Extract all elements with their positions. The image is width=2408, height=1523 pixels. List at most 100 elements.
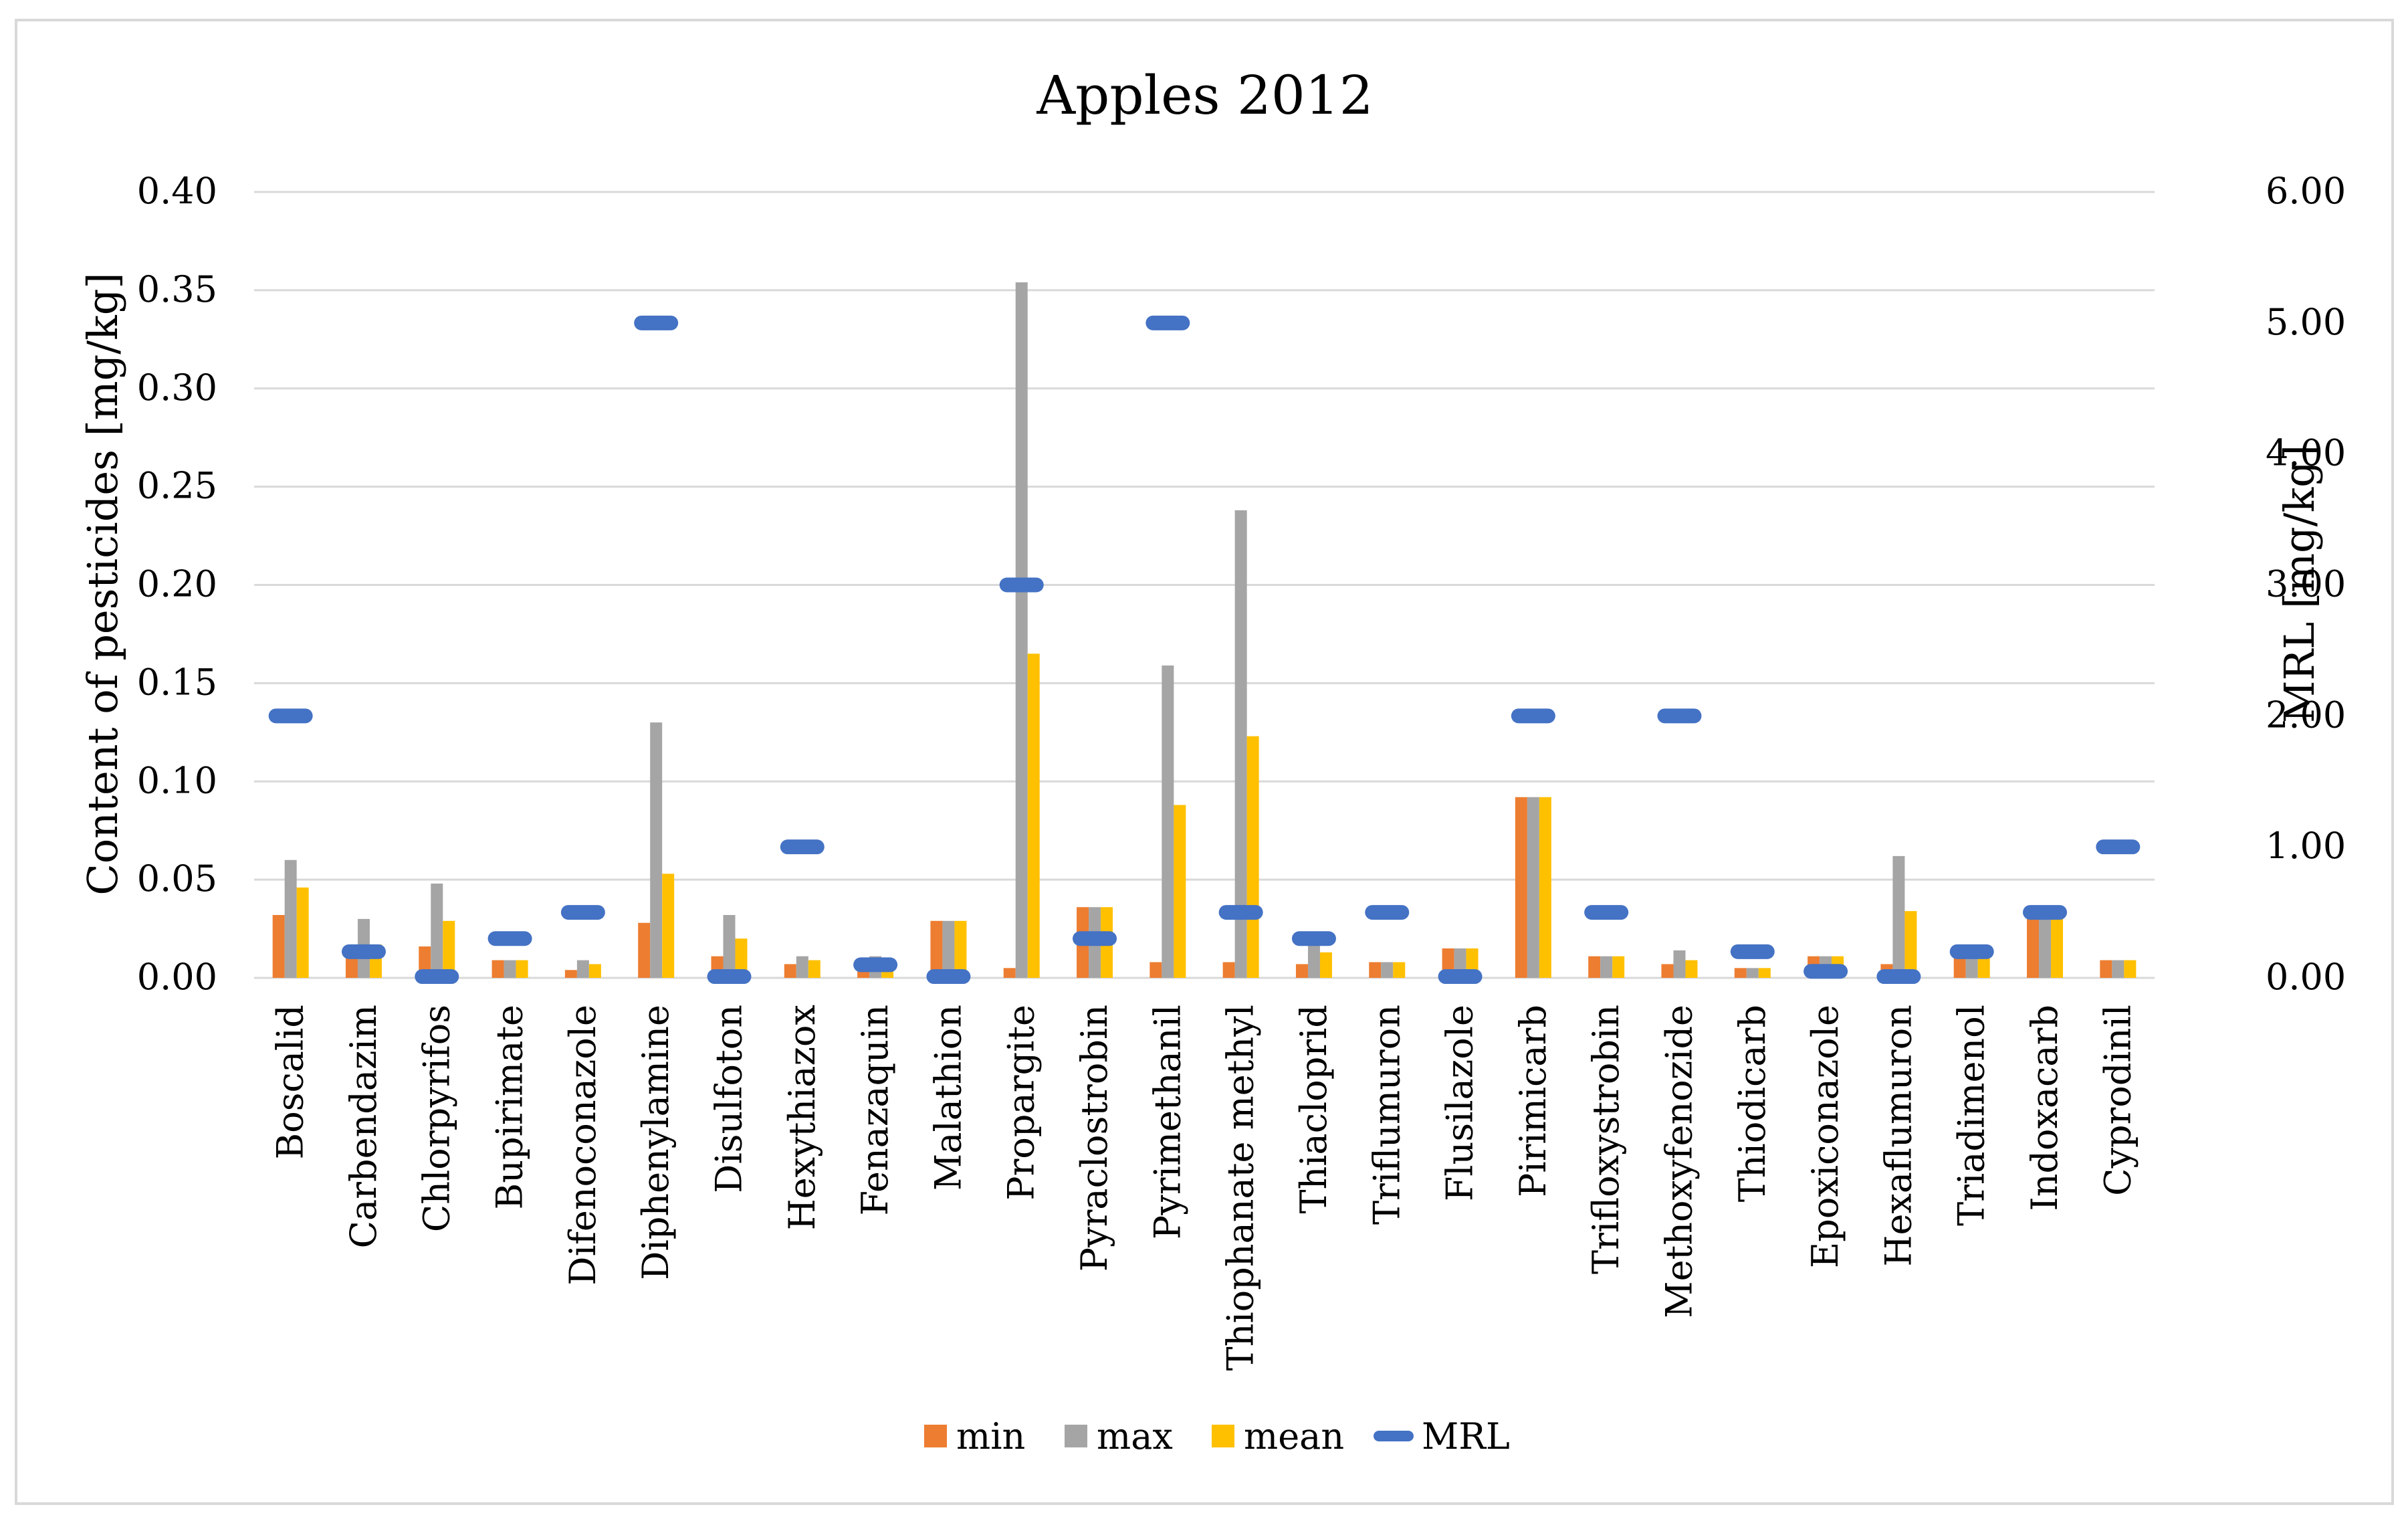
bar-max: [1965, 954, 1978, 978]
y-tick-label: 0.25: [137, 465, 217, 507]
bar-max: [1015, 282, 1028, 978]
y2-tick-label: 3.00: [2266, 563, 2346, 605]
bar-min: [1515, 797, 1527, 978]
bar-min: [491, 960, 504, 978]
bar-max: [942, 920, 955, 978]
bar-mean: [296, 887, 309, 978]
x-tick-label: Diphenylamine: [635, 1005, 677, 1280]
bar-mean: [516, 960, 528, 978]
x-tick-label: Chlorpyrifos: [415, 1005, 457, 1232]
mrl-markers: [268, 315, 2141, 985]
x-axis-ticks: Boscalid Carbendazim Chlorpyrifos Bupirimat…: [269, 1005, 2139, 1370]
bar-mean: [1612, 956, 1625, 978]
bar-min: [564, 970, 577, 978]
x-tick-label: Thiacloprid: [1293, 1005, 1335, 1214]
bar-max: [723, 915, 736, 978]
y2-tick-label: 4.00: [2266, 432, 2346, 474]
x-tick-label: Methoxyfenozide: [1658, 1005, 1701, 1318]
y-tick-label: 0.05: [137, 857, 217, 900]
bar-min: [1369, 962, 1382, 978]
y-tick-label: 0.20: [137, 563, 217, 605]
legend-swatch-mean: [1212, 1425, 1234, 1447]
x-tick-label: Hexythiazox: [781, 1005, 823, 1230]
bar-max: [1307, 938, 1320, 978]
x-tick-label: Boscalid: [269, 1005, 312, 1159]
x-tick-label: Thiophanate methyl: [1220, 1005, 1262, 1370]
bar-min: [2100, 960, 2112, 978]
bar-max: [284, 859, 297, 978]
bar-min: [345, 954, 358, 978]
bar-max: [796, 956, 808, 978]
bar-max: [2039, 913, 2052, 978]
bar-max: [1527, 797, 1539, 978]
bar-mean: [588, 964, 601, 978]
bar-min: [784, 964, 796, 978]
bar-max: [2112, 960, 2124, 978]
legend-label-min: min: [956, 1415, 1025, 1457]
x-tick-label: Pirimicarb: [1512, 1005, 1554, 1197]
bar-min: [1953, 954, 1966, 978]
bar-max: [1746, 968, 1759, 978]
bar-min: [1222, 962, 1235, 978]
bar-min: [1734, 968, 1747, 978]
bar-mean: [1977, 954, 1990, 978]
bar-max: [576, 960, 589, 978]
bar-mean: [443, 920, 455, 978]
legend-label-max: max: [1097, 1415, 1173, 1457]
bar-mean: [2124, 960, 2137, 978]
bar-mean: [2051, 913, 2064, 978]
bar-min: [930, 920, 943, 978]
x-tick-label: Difenoconazole: [562, 1005, 604, 1286]
bar-max: [1673, 950, 1686, 978]
x-tick-label: Fenazaquin: [854, 1005, 896, 1215]
x-tick-label: Cyprodinil: [2096, 1005, 2139, 1196]
bar-mean: [1685, 960, 1698, 978]
bar-mean: [1246, 736, 1259, 978]
chart-title: Apples 2012: [1036, 64, 1373, 126]
chart-frame: [15, 19, 2394, 1505]
y-tick-label: 0.40: [137, 170, 217, 212]
x-tick-label: Malathion: [927, 1005, 969, 1191]
y-tick-label: 0.10: [137, 759, 217, 801]
bar-mean: [1758, 968, 1771, 978]
bar-mean: [1904, 911, 1917, 978]
bar-min: [1588, 956, 1601, 978]
bar-max: [1381, 962, 1394, 978]
y-axis-label: Content of pesticides [mg/kg]: [78, 272, 127, 895]
y2-tick-label: 1.00: [2266, 825, 2346, 867]
legend-label-mean: mean: [1244, 1415, 1344, 1457]
bar-max: [431, 884, 443, 978]
x-tick-label: Disulfoton: [708, 1005, 750, 1193]
bar-max: [1162, 665, 1174, 978]
x-tick-label: Epoxiconazole: [1804, 1005, 1846, 1268]
y2-tick-label: 6.00: [2266, 170, 2346, 212]
bar-mean: [808, 960, 820, 978]
y2-axis-ticks: 0.00 1.00 2.00 3.00 4.00 5.00 6.00: [2266, 170, 2346, 998]
bar-mean: [1393, 962, 1406, 978]
legend-swatch-min: [924, 1425, 947, 1447]
y2-tick-label: 5.00: [2266, 301, 2346, 343]
x-tick-label: Pyraclostrobin: [1073, 1005, 1115, 1272]
y-tick-label: 0.30: [137, 367, 217, 409]
bar-mean: [954, 920, 967, 978]
bar-max: [650, 722, 663, 978]
bar-min: [1003, 968, 1016, 978]
bar-max: [1600, 956, 1613, 978]
bar-max: [504, 960, 516, 978]
y2-axis-label: MRL [mg/kg]: [2275, 445, 2324, 723]
legend: min max mean MRL: [924, 1415, 1510, 1457]
bar-mean: [1539, 797, 1551, 978]
legend-label-MRL: MRL: [1422, 1415, 1510, 1457]
x-tick-label: Triadimenol: [1951, 1005, 1993, 1226]
bar-min: [1295, 964, 1308, 978]
x-tick-label: Bupirimate: [489, 1005, 531, 1209]
y-tick-label: 0.00: [137, 956, 217, 998]
x-tick-label: Hexaflumuron: [1877, 1005, 1919, 1267]
x-tick-label: Pyrimethanil: [1146, 1005, 1188, 1239]
y-axis-ticks: 0.00 0.05 0.10 0.15 0.20 0.25 0.30 0.35 0.40: [137, 170, 217, 998]
bar-min: [638, 922, 651, 978]
y2-tick-label: 2.00: [2266, 694, 2346, 736]
bar-mean: [1319, 952, 1332, 978]
